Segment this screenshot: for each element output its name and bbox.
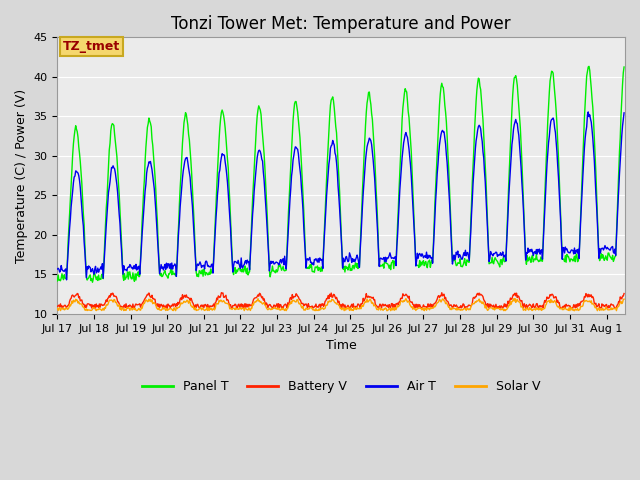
Solar V — [620, 296, 628, 302]
Air T — [54, 266, 61, 272]
Battery V — [196, 305, 204, 311]
X-axis label: Time: Time — [326, 339, 356, 352]
Panel T — [56, 277, 63, 283]
Line: Solar V: Solar V — [58, 299, 624, 311]
Y-axis label: Temperature (C) / Power (V): Temperature (C) / Power (V) — [15, 88, 28, 263]
Panel T — [89, 279, 97, 285]
Battery V — [620, 291, 628, 297]
Battery V — [476, 290, 483, 296]
Air T — [620, 110, 628, 116]
Air T — [317, 257, 325, 263]
Battery V — [461, 304, 469, 310]
Battery V — [297, 298, 305, 304]
Line: Battery V: Battery V — [58, 293, 624, 308]
Line: Air T: Air T — [58, 112, 624, 280]
Title: Tonzi Tower Met: Temperature and Power: Tonzi Tower Met: Temperature and Power — [172, 15, 511, 33]
Panel T — [461, 256, 468, 262]
Text: TZ_tmet: TZ_tmet — [63, 40, 120, 53]
Line: Panel T: Panel T — [58, 66, 624, 282]
Solar V — [56, 305, 63, 311]
Battery V — [318, 302, 326, 308]
Air T — [474, 124, 482, 130]
Panel T — [134, 272, 141, 278]
Air T — [296, 166, 304, 172]
Solar V — [54, 305, 61, 311]
Panel T — [585, 63, 593, 69]
Panel T — [317, 264, 325, 270]
Panel T — [474, 75, 482, 81]
Legend: Panel T, Battery V, Air T, Solar V: Panel T, Battery V, Air T, Solar V — [136, 375, 546, 398]
Air T — [56, 269, 63, 275]
Solar V — [317, 305, 324, 311]
Panel T — [296, 134, 304, 140]
Solar V — [460, 306, 468, 312]
Battery V — [54, 303, 61, 309]
Air T — [134, 264, 141, 270]
Battery V — [218, 290, 225, 296]
Solar V — [593, 308, 601, 313]
Solar V — [295, 301, 303, 307]
Air T — [461, 252, 468, 258]
Battery V — [56, 304, 63, 310]
Solar V — [474, 298, 481, 304]
Air T — [584, 109, 592, 115]
Air T — [63, 277, 70, 283]
Panel T — [54, 278, 61, 284]
Solar V — [511, 296, 519, 301]
Solar V — [133, 308, 141, 313]
Panel T — [620, 64, 628, 70]
Battery V — [133, 302, 141, 308]
